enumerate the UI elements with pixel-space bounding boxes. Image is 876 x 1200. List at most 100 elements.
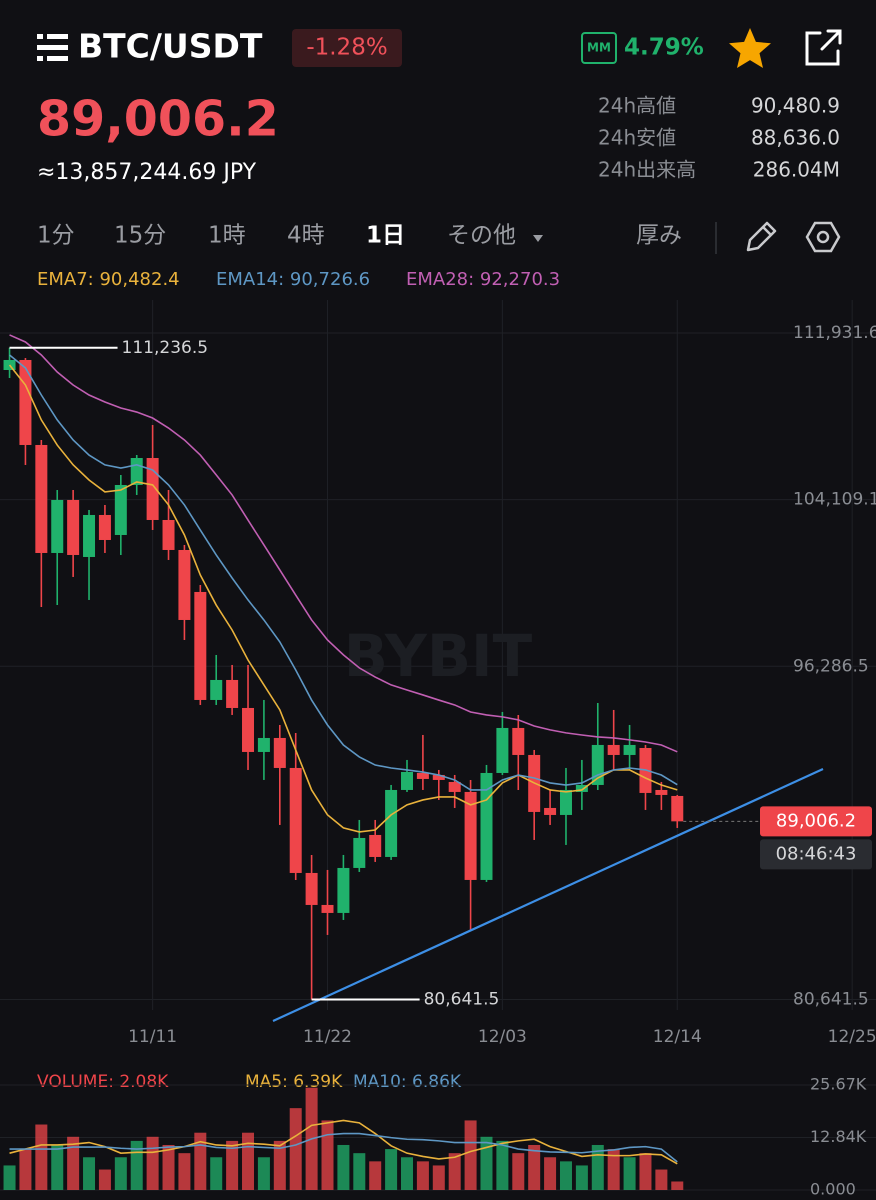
- volume-legend: VOLUME: 2.08K: [37, 1072, 169, 1092]
- share-arrow: [820, 29, 842, 51]
- volume-bar: [607, 1149, 620, 1190]
- candle-body: [51, 499, 64, 553]
- x-tick-label: 12/14: [653, 1027, 702, 1047]
- candle-body: [273, 737, 286, 768]
- stats: 24h高値 90,480.9 24h安値 88,636.0 24h出来高 286.04M: [598, 94, 840, 182]
- volume-bar: [448, 1153, 461, 1190]
- menu-bar: [37, 45, 68, 50]
- volume-bar: [464, 1120, 477, 1190]
- extreme-label: 80,641.5: [424, 990, 500, 1010]
- stat-label: 24h安値: [598, 126, 676, 150]
- x-tick-label: 11/11: [128, 1027, 177, 1047]
- candle-body: [607, 744, 620, 755]
- candle-body: [385, 789, 398, 857]
- share-icon[interactable]: [805, 29, 842, 66]
- share-box: [805, 31, 840, 66]
- candle-body: [544, 807, 557, 815]
- candle-body: [448, 781, 461, 792]
- last-price: 89,006.2: [37, 91, 279, 148]
- volume-bar: [512, 1153, 525, 1190]
- volume-bar: [3, 1165, 16, 1190]
- candle-body: [242, 707, 255, 752]
- timeframe-tab[interactable]: 1時: [208, 223, 246, 249]
- volume-chart: VOLUME: 2.08K MA5: 6.39K MA10: 6.86K 25.67K…: [0, 1072, 876, 1199]
- candle-body: [162, 519, 175, 550]
- volume-bar: [575, 1165, 588, 1190]
- fiat-price: ≈13,857,244.69 JPY: [37, 160, 257, 185]
- last-price-tag: [760, 806, 872, 837]
- candle-body: [416, 772, 429, 779]
- mm-label: MM: [587, 41, 611, 55]
- volume-bar: [528, 1144, 541, 1190]
- trend-line: [272, 767, 824, 1023]
- timeframe-tab[interactable]: 15分: [114, 223, 166, 249]
- mm-value: 4.79%: [624, 35, 704, 61]
- countdown-tag: [760, 839, 872, 870]
- volume-bar: [353, 1153, 366, 1190]
- volume-bar: [273, 1140, 286, 1190]
- indicator-label: EMA7: 90,482.4: [37, 269, 180, 290]
- candle-body: [83, 514, 96, 557]
- candle-body: [19, 359, 32, 445]
- ma-line: [9, 1132, 678, 1163]
- volume-bar: [178, 1153, 191, 1190]
- timeframe-tab[interactable]: 4時: [287, 223, 325, 249]
- candle-body: [321, 904, 334, 913]
- y-tick-label: 25.67K: [810, 1074, 867, 1093]
- x-tick-label: 12/03: [478, 1027, 527, 1047]
- timeframe-tab[interactable]: 1日: [366, 223, 405, 249]
- indicator-label: EMA14: 90,726.6: [216, 269, 370, 290]
- menu-bar: [47, 34, 68, 39]
- candle-body: [98, 514, 111, 540]
- mm-icon: [581, 32, 617, 64]
- candle-body: [480, 772, 493, 880]
- candle-body: [655, 789, 668, 795]
- settings-circle: [816, 230, 830, 244]
- indicator-legend: EMA7: 90,482.4 EMA14: 90,726.6 EMA28: 92,2…: [37, 269, 560, 290]
- candle-body: [257, 737, 270, 752]
- volume-bar: [591, 1144, 604, 1190]
- timeframe-tab[interactable]: その他: [447, 223, 516, 249]
- volume-bar: [623, 1157, 636, 1190]
- candle-body: [432, 774, 445, 780]
- ma-line: [9, 1119, 678, 1165]
- candle-body: [671, 795, 684, 822]
- depth-tab[interactable]: 厚み: [636, 223, 682, 249]
- ema-line: [9, 334, 678, 753]
- y-tick-label: 80,641.5: [793, 990, 869, 1010]
- last-price-label: 89,006.2: [776, 810, 856, 831]
- y-tick-label: 12.84K: [810, 1127, 867, 1146]
- indicator-label: EMA28: 92,270.3: [406, 269, 560, 290]
- pencil-icon[interactable]: [746, 221, 777, 252]
- volume-bar: [655, 1169, 668, 1190]
- stat-value: 286.04M: [753, 158, 840, 182]
- menu-icon[interactable]: [37, 34, 68, 61]
- favorite-star[interactable]: [729, 28, 771, 68]
- stat-value: 90,480.9: [751, 94, 840, 118]
- settings-icon[interactable]: [805, 221, 841, 253]
- volume-bar: [162, 1144, 175, 1190]
- volume-legend: MA10: 6.86K: [353, 1072, 462, 1092]
- candle-body: [369, 834, 382, 857]
- stat-label: 24h出来高: [598, 158, 696, 182]
- countdown-label: 08:46:43: [776, 843, 857, 864]
- volume-bar: [35, 1124, 48, 1190]
- volume-legend: MA5: 6.39K: [245, 1072, 343, 1092]
- timeframe-tab[interactable]: 1分: [37, 223, 75, 249]
- stat-value: 88,636.0: [751, 126, 840, 150]
- y-tick-label: 96,286.5: [793, 656, 869, 676]
- volume-bar: [19, 1149, 32, 1190]
- candle-body: [35, 444, 48, 553]
- candle-body: [226, 679, 239, 708]
- candle-body: [496, 727, 509, 773]
- volume-bar: [51, 1144, 64, 1190]
- y-tick-label: 0.000: [810, 1180, 856, 1199]
- change-badge: [292, 29, 402, 67]
- ema-line: [9, 354, 678, 791]
- volume-bar: [194, 1132, 207, 1190]
- watermark: BYBIT: [344, 622, 533, 690]
- candle-body: [67, 499, 80, 555]
- candle-body: [623, 744, 636, 755]
